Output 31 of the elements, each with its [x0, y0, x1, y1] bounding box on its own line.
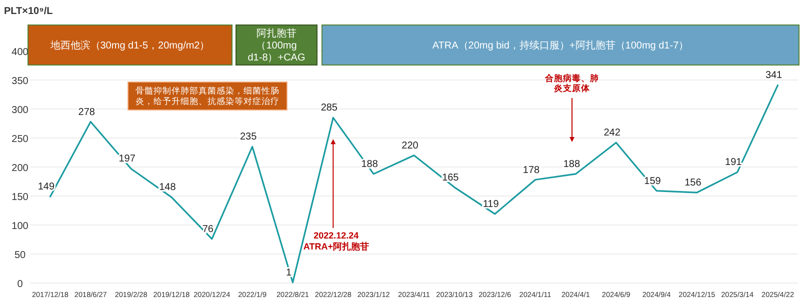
data-label: 76 — [202, 224, 214, 235]
y-tick-label: 100 — [12, 221, 29, 232]
data-label: 242 — [604, 128, 621, 139]
data-label: 156 — [684, 178, 702, 189]
annotation: 地西他滨（30mg d1-5，20mg/m2） — [49, 40, 210, 52]
annotation: 2022.12.24 ATRA+阿扎胞苷 — [303, 230, 369, 252]
annotation: 合胞病毒、肺炎支原体 — [544, 73, 599, 93]
y-axis-title: PLT×10⁹/L — [4, 6, 53, 17]
data-label: 341 — [765, 70, 783, 82]
data-label: 119 — [482, 198, 500, 210]
data-label: 165 — [442, 172, 460, 184]
data-label: 149 — [38, 182, 55, 193]
data-label: 191 — [725, 157, 742, 168]
y-tick-label: 250 — [12, 134, 29, 145]
data-label: 285 — [320, 102, 338, 114]
y-tick-label: 300 — [12, 105, 29, 116]
y-tick-label: 150 — [12, 192, 29, 203]
data-label: 278 — [78, 106, 96, 118]
y-tick-label: 200 — [12, 163, 29, 174]
data-label: 178 — [522, 164, 540, 176]
annotation: ATRA（20mg bid，持续口服）+阿扎胞苷（100mg d1-7） — [432, 40, 689, 52]
data-label: 148 — [159, 182, 176, 194]
data-label: 188 — [563, 158, 580, 170]
y-tick-label: 350 — [12, 76, 29, 87]
annotation: 阿扎胞苷（100mg d1-8）+CAG — [248, 28, 306, 64]
y-tick-label: 0 — [17, 279, 24, 290]
y-tick-label: 400 — [12, 47, 29, 58]
data-label: 220 — [402, 140, 419, 152]
y-tick-label: 50 — [14, 250, 26, 261]
data-label: 235 — [240, 132, 258, 143]
annotation: 骨髓抑制伴肺部真菌感染，细菌性肠炎，给予升细胞、抗感染等对症治疗 — [136, 86, 280, 106]
